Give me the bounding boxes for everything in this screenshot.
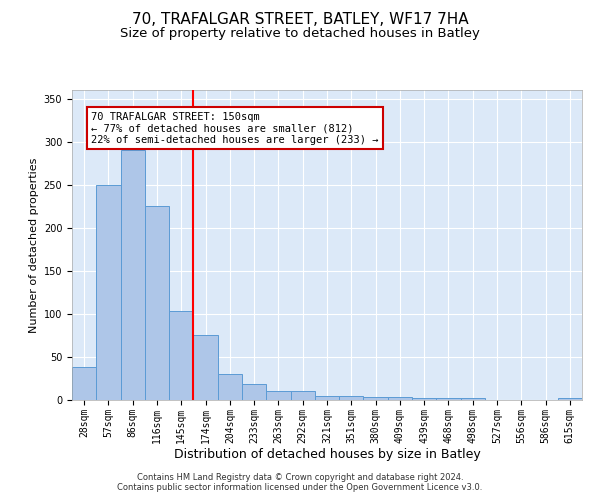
Bar (461, 398, 485, 400)
Text: 70, TRAFALGAR STREET, BATLEY, WF17 7HA: 70, TRAFALGAR STREET, BATLEY, WF17 7HA (131, 12, 469, 28)
Bar (218, 374, 242, 400)
Bar (339, 396, 364, 400)
Text: Size of property relative to detached houses in Batley: Size of property relative to detached ho… (120, 28, 480, 40)
Bar (388, 398, 412, 400)
Bar (145, 206, 169, 400)
Bar (364, 398, 388, 400)
Bar (121, 150, 145, 400)
Text: Contains HM Land Registry data © Crown copyright and database right 2024.
Contai: Contains HM Land Registry data © Crown c… (118, 473, 482, 492)
Bar (290, 392, 315, 400)
Bar (242, 384, 266, 400)
Bar (72, 368, 96, 400)
Bar (436, 398, 461, 400)
Bar (169, 312, 193, 400)
Bar (412, 398, 436, 400)
Y-axis label: Number of detached properties: Number of detached properties (29, 158, 40, 332)
Bar (315, 396, 339, 400)
Bar (558, 398, 582, 400)
Bar (193, 334, 218, 400)
Bar (266, 390, 290, 400)
X-axis label: Distribution of detached houses by size in Batley: Distribution of detached houses by size … (173, 448, 481, 462)
Text: 70 TRAFALGAR STREET: 150sqm
← 77% of detached houses are smaller (812)
22% of se: 70 TRAFALGAR STREET: 150sqm ← 77% of det… (91, 112, 379, 144)
Bar (96, 184, 121, 400)
